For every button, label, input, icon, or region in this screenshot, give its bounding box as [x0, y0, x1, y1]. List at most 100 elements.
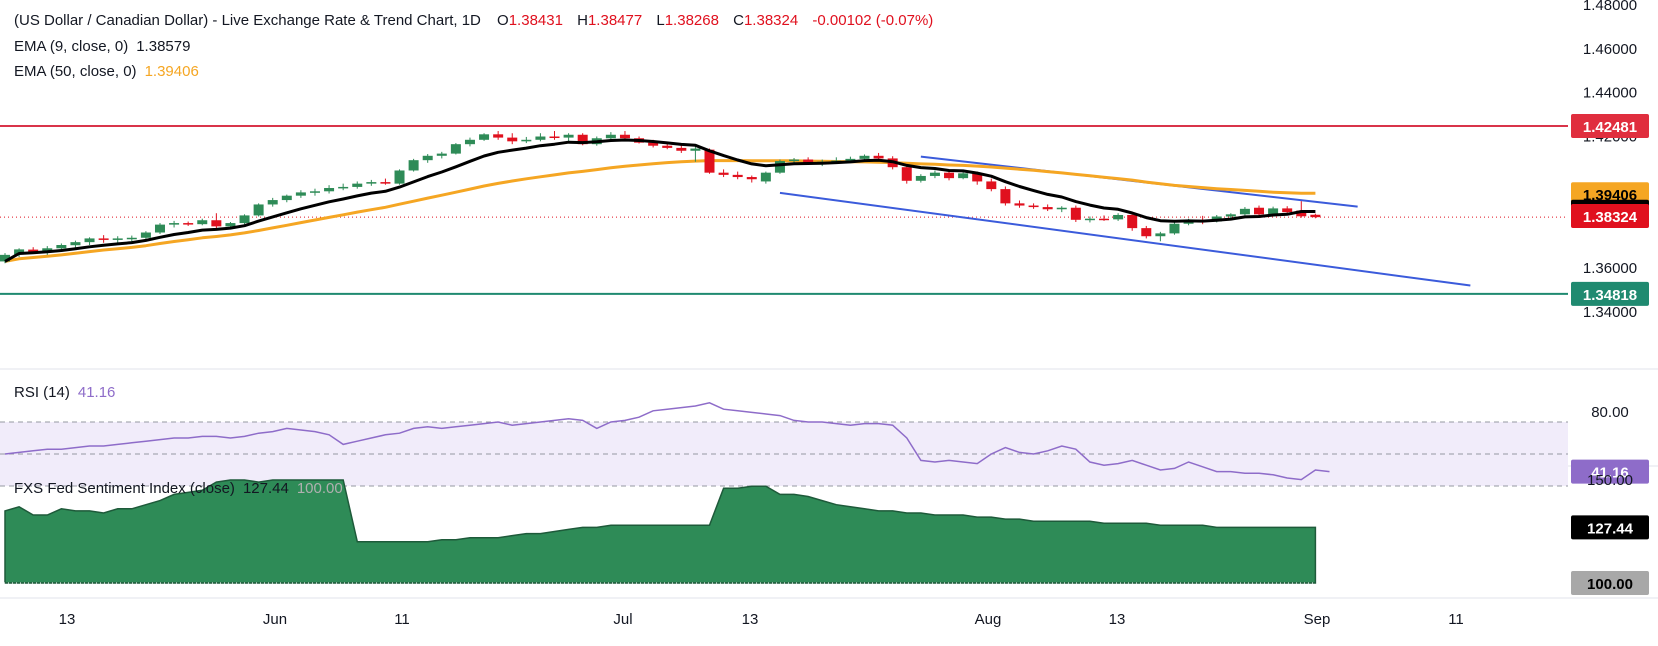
candle-body — [338, 186, 349, 189]
candle-body — [690, 148, 701, 151]
candle — [0, 253, 10, 264]
candle — [98, 235, 109, 243]
last-badge — [1571, 203, 1649, 228]
candle — [929, 170, 940, 179]
candle-body — [380, 182, 391, 184]
candle-body — [225, 223, 236, 227]
candle — [84, 237, 95, 245]
price-tick-label: 1.46000 — [1583, 41, 1637, 58]
fxs-baseline-badge-label: 100.00 — [1587, 576, 1633, 593]
candle — [1099, 215, 1110, 221]
candle-body — [324, 188, 335, 192]
candle — [958, 171, 969, 180]
candle-body — [958, 173, 969, 179]
candle-body — [535, 136, 546, 140]
candle — [140, 231, 151, 240]
candle-body — [1141, 228, 1152, 237]
candle-body — [422, 155, 433, 161]
rsi-badge-label: 41.16 — [1591, 465, 1629, 482]
time-tick-label: Jul — [613, 611, 632, 628]
candle-body — [774, 161, 785, 173]
candle — [1254, 205, 1265, 216]
candle-body — [1225, 214, 1236, 217]
support-badge-label: 1.34818 — [1583, 287, 1637, 304]
rsi-panel: 80.00 41.16 — [0, 402, 1649, 487]
candle-body — [521, 139, 532, 142]
fxs-badge — [1571, 515, 1649, 540]
candle — [197, 218, 208, 226]
candle — [746, 175, 757, 183]
ema9-legend: EMA (9, close, 0) 1.38579 — [14, 38, 190, 55]
time-tick-label: 11 — [394, 611, 410, 628]
candle — [1042, 204, 1053, 212]
low-value: 1.38268 — [664, 12, 719, 29]
candle-body — [789, 159, 800, 162]
time-axis: 13 Jun 11 Jul 13 Aug 13 Sep 11 — [59, 611, 1464, 628]
candle-body — [944, 172, 955, 179]
candle-body — [1056, 207, 1067, 210]
candle — [1169, 221, 1180, 235]
candle-body — [915, 175, 926, 181]
candle — [535, 133, 546, 142]
candle-body — [972, 173, 983, 182]
fxs-panel: 150.00 127.44 100.00 — [0, 472, 1649, 595]
candle-body — [1099, 218, 1110, 221]
candle — [1127, 213, 1138, 231]
candle-body — [1155, 233, 1166, 237]
high-value: 1.38477 — [587, 12, 643, 29]
candle — [986, 178, 997, 192]
candle — [1155, 231, 1166, 242]
candle — [1070, 205, 1081, 222]
candle — [521, 136, 532, 144]
candle-body — [450, 144, 461, 154]
open-label: O — [497, 12, 509, 29]
candle-body — [1084, 218, 1095, 221]
change-value: -0.00102 (-0.07%) — [812, 12, 934, 29]
chart-header-line: (US Dollar / Canadian Dollar) - Live Exc… — [14, 12, 933, 29]
candle-body — [493, 134, 504, 138]
candle-body — [295, 192, 306, 196]
horizontal-levels — [0, 124, 1568, 295]
candle — [563, 133, 574, 142]
channel-lower-line — [779, 191, 1471, 287]
candle — [70, 240, 81, 249]
candle — [324, 185, 335, 194]
candle — [450, 143, 461, 155]
candle-body — [112, 238, 123, 240]
candle — [239, 214, 250, 225]
candle — [507, 133, 518, 145]
candle-body — [14, 249, 25, 255]
candle-body — [126, 237, 137, 240]
close-value: 1.38324 — [743, 12, 799, 29]
candle-body — [1310, 214, 1321, 218]
candle-body — [1296, 210, 1307, 217]
candle — [169, 220, 180, 228]
ema9-legend-value: 1.38579 — [136, 38, 191, 55]
candle-body — [662, 145, 673, 148]
candle — [1000, 186, 1011, 206]
candle-body — [0, 254, 10, 262]
fxs-area — [4, 479, 1317, 584]
candle — [366, 179, 377, 186]
candle-body — [845, 158, 856, 161]
candle — [1113, 213, 1124, 221]
candle-body — [1070, 207, 1081, 220]
candle — [1056, 206, 1067, 213]
fxs-axis-label: 150.00 — [1587, 472, 1633, 489]
resistance-badge — [1571, 113, 1649, 138]
candle — [549, 131, 560, 140]
candle-body — [140, 232, 151, 238]
candle-body — [1127, 214, 1138, 229]
price-tick-label: 1.36000 — [1583, 260, 1637, 277]
candle — [253, 203, 264, 217]
high-label: H — [577, 12, 588, 29]
price-tick-label: 1.44000 — [1583, 85, 1637, 102]
candle — [112, 236, 123, 244]
candle — [1014, 200, 1025, 208]
time-tick-label: Sep — [1304, 611, 1331, 628]
candle — [408, 158, 419, 172]
candle — [394, 169, 405, 185]
candle — [267, 197, 278, 207]
candle-body — [760, 172, 771, 182]
low-label: L — [656, 12, 665, 29]
